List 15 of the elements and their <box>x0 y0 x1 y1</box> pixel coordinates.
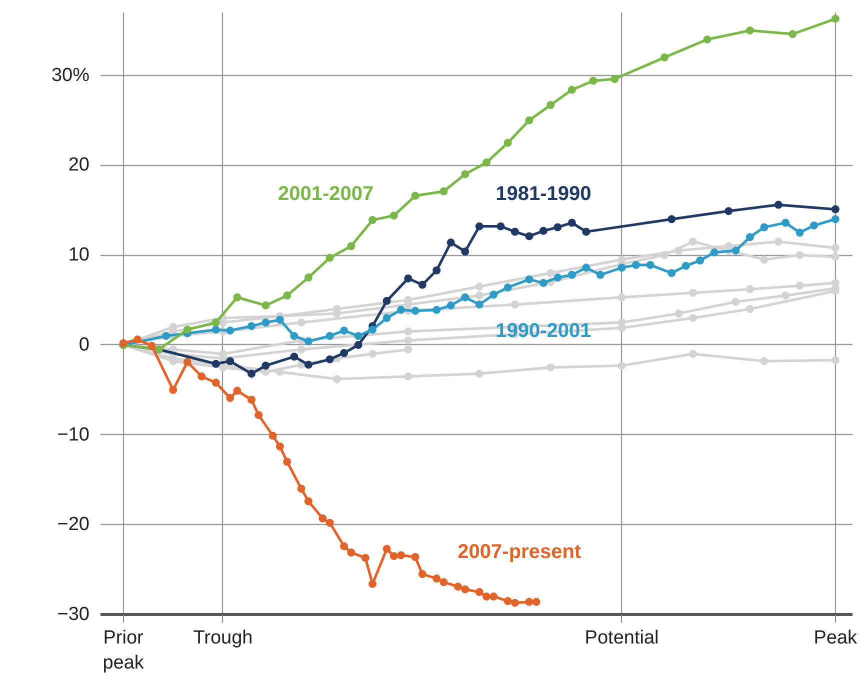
y-tick-label: 20 <box>68 154 90 176</box>
x-tick-label: Potential <box>584 628 659 648</box>
y-tick-label: −30 <box>57 604 90 625</box>
series-label: 1981-1990 <box>496 182 592 205</box>
x-tick-label: Prior peak <box>102 628 144 674</box>
series-label: 2007-present <box>458 541 582 564</box>
y-tick-label: −20 <box>57 514 90 536</box>
y-tick-label: −10 <box>57 424 90 446</box>
x-tick-label: Trough <box>193 628 253 648</box>
series-label: 1990-2001 <box>496 320 592 342</box>
series-label: 2001-2007 <box>278 182 374 205</box>
y-tick-label: 0 <box>78 334 90 356</box>
x-tick-label: Peak <box>814 628 858 648</box>
y-tick-label: 10 <box>68 244 90 266</box>
y-tick-label: 30% <box>51 64 90 86</box>
